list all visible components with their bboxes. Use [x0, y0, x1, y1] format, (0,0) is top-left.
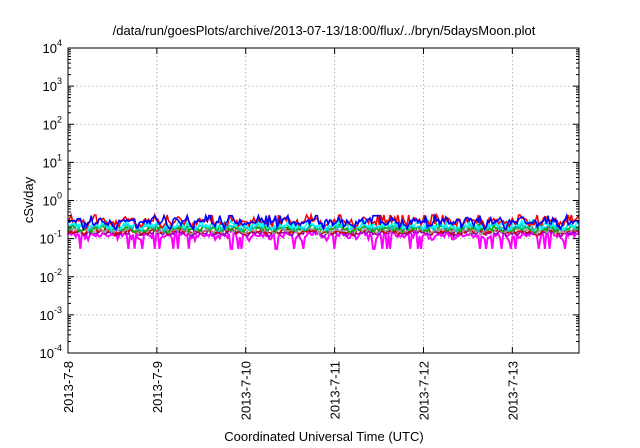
y-tick-label: 10-4 — [40, 343, 62, 361]
y-tick-label: 10-2 — [40, 267, 62, 285]
y-tick-label: 101 — [43, 152, 62, 170]
x-tick-labels: 2013-7-8 2013-7-9 2013-7-10 2013-7-11 2013-7… — [61, 361, 520, 420]
ticks — [67, 47, 579, 354]
y-tick-label: 103 — [43, 76, 62, 94]
x-tick-label: 2013-7-12 — [416, 361, 431, 420]
chart-title: /data/run/goesPlots/archive/2013-07-13/1… — [113, 23, 536, 38]
y-tick-label: 100 — [43, 191, 62, 209]
y-tick-labels: 10-4 10-3 10-2 10-1 100 101 102 103 104 — [40, 38, 62, 361]
series-layer — [67, 211, 580, 250]
y-tick-label: 102 — [43, 114, 62, 132]
y-axis-label: cSv/day — [21, 176, 36, 223]
y-tick-label: 10-1 — [40, 229, 62, 247]
x-tick-label: 2013-7-9 — [150, 361, 165, 413]
series-line — [67, 212, 580, 232]
y-tick-label: 104 — [43, 38, 62, 56]
x-tick-label: 2013-7-8 — [61, 361, 76, 413]
x-tick-label: 2013-7-11 — [328, 361, 343, 419]
x-tick-label: 2013-7-13 — [505, 361, 520, 420]
x-tick-label: 2013-7-10 — [239, 361, 254, 420]
y-tick-label: 10-3 — [40, 305, 62, 323]
grid — [68, 48, 579, 353]
x-axis-label: Coordinated Universal Time (UTC) — [224, 429, 423, 444]
series-line — [67, 225, 580, 238]
